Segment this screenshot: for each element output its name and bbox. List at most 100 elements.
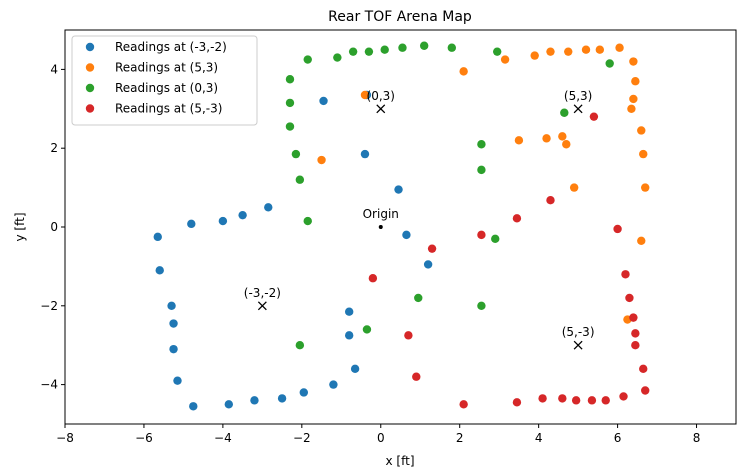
series-0	[153, 90, 433, 411]
data-point	[491, 234, 500, 244]
data-point	[601, 396, 610, 405]
series-2	[285, 41, 614, 350]
legend-entry: Readings at (5,-3)	[115, 102, 222, 116]
data-point	[569, 183, 579, 192]
data-point	[414, 293, 423, 303]
data-point	[427, 244, 437, 253]
data-point	[560, 108, 569, 117]
data-point	[291, 149, 301, 159]
x-tick-label: 0	[377, 431, 385, 445]
y-tick-label: 4	[50, 62, 58, 76]
data-point	[344, 307, 354, 316]
legend-entry: Readings at (0,3)	[115, 81, 218, 95]
data-point	[295, 341, 305, 350]
annotation-label: (5,-3)	[562, 325, 595, 339]
data-point	[627, 104, 636, 114]
data-point	[512, 398, 522, 407]
data-point	[459, 400, 468, 409]
x-tick-label: 8	[693, 431, 701, 445]
data-point	[238, 210, 247, 220]
annotation-label: Origin	[363, 207, 399, 221]
data-point	[447, 43, 457, 52]
data-point	[344, 331, 354, 340]
data-point	[530, 51, 539, 60]
series-3	[368, 112, 650, 409]
series-1	[317, 43, 650, 324]
data-point	[169, 319, 178, 328]
data-point	[419, 41, 429, 50]
x-tick-label: −2	[293, 431, 311, 445]
data-point	[546, 196, 555, 205]
x-tick-label: −4	[214, 431, 232, 445]
data-point	[629, 57, 638, 66]
data-point	[303, 216, 312, 226]
data-point	[514, 136, 524, 145]
y-tick-label: −4	[40, 378, 58, 392]
data-point	[581, 45, 591, 54]
annotation-label: (-3,-2)	[244, 286, 281, 300]
annotation: (0,3)	[367, 89, 395, 114]
data-point	[538, 394, 547, 403]
data-point	[477, 230, 486, 240]
data-point	[189, 402, 198, 411]
data-point	[250, 396, 259, 405]
data-point	[619, 392, 628, 401]
data-point	[587, 396, 597, 405]
axis-ticks: −8 −6 −4 −2 0 2 4 6 8 −4 −2 0 2 4	[40, 62, 700, 445]
legend-box	[71, 35, 258, 126]
data-point	[277, 394, 287, 403]
data-point	[218, 216, 228, 226]
data-point	[477, 165, 486, 175]
data-point	[631, 77, 640, 86]
chart-title: Rear TOF Arena Map	[328, 9, 472, 25]
x-tick-label: 4	[535, 431, 543, 445]
data-point	[571, 396, 581, 405]
data-point	[285, 122, 295, 131]
data-point	[564, 47, 573, 56]
data-point	[631, 329, 640, 338]
data-point	[348, 47, 358, 56]
data-point	[394, 185, 403, 194]
y-tick-label: −2	[40, 299, 58, 313]
data-point	[625, 293, 634, 303]
data-point	[319, 96, 328, 106]
data-point	[641, 183, 650, 192]
target-x-marker	[376, 104, 386, 114]
data-point	[562, 140, 571, 149]
data-point	[558, 394, 567, 403]
data-point	[224, 400, 234, 409]
annotation-label: (0,3)	[367, 89, 395, 103]
data-point	[500, 55, 510, 64]
data-point	[187, 219, 196, 229]
data-point	[362, 325, 372, 334]
data-point	[639, 149, 648, 159]
data-point	[264, 203, 273, 212]
data-point	[459, 67, 468, 76]
data-point	[631, 341, 640, 350]
y-tick-label: 2	[50, 141, 58, 155]
data-point	[295, 175, 305, 184]
y-axis-label: y [ft]	[13, 213, 27, 242]
data-point	[303, 55, 312, 64]
annotation: (-3,-2)	[244, 286, 281, 311]
data-point	[169, 344, 178, 354]
plot-marks: (0,3) (5,3) Origin (-3,-2) (5,-3)	[153, 41, 650, 411]
data-point	[380, 45, 389, 54]
x-tick-label: −6	[135, 431, 153, 445]
data-point	[153, 232, 162, 242]
data-point	[360, 149, 370, 159]
data-point	[639, 364, 648, 374]
data-point	[595, 45, 605, 54]
data-point	[398, 43, 407, 52]
data-point	[629, 313, 638, 322]
data-point	[285, 98, 295, 108]
data-point	[493, 47, 502, 56]
x-tick-label: 2	[456, 431, 464, 445]
data-point	[615, 43, 624, 52]
data-point	[299, 388, 308, 397]
legend-marker	[85, 42, 95, 52]
data-point	[637, 126, 646, 135]
data-point	[512, 214, 522, 223]
data-point	[404, 331, 413, 340]
target-x-marker	[573, 104, 583, 114]
